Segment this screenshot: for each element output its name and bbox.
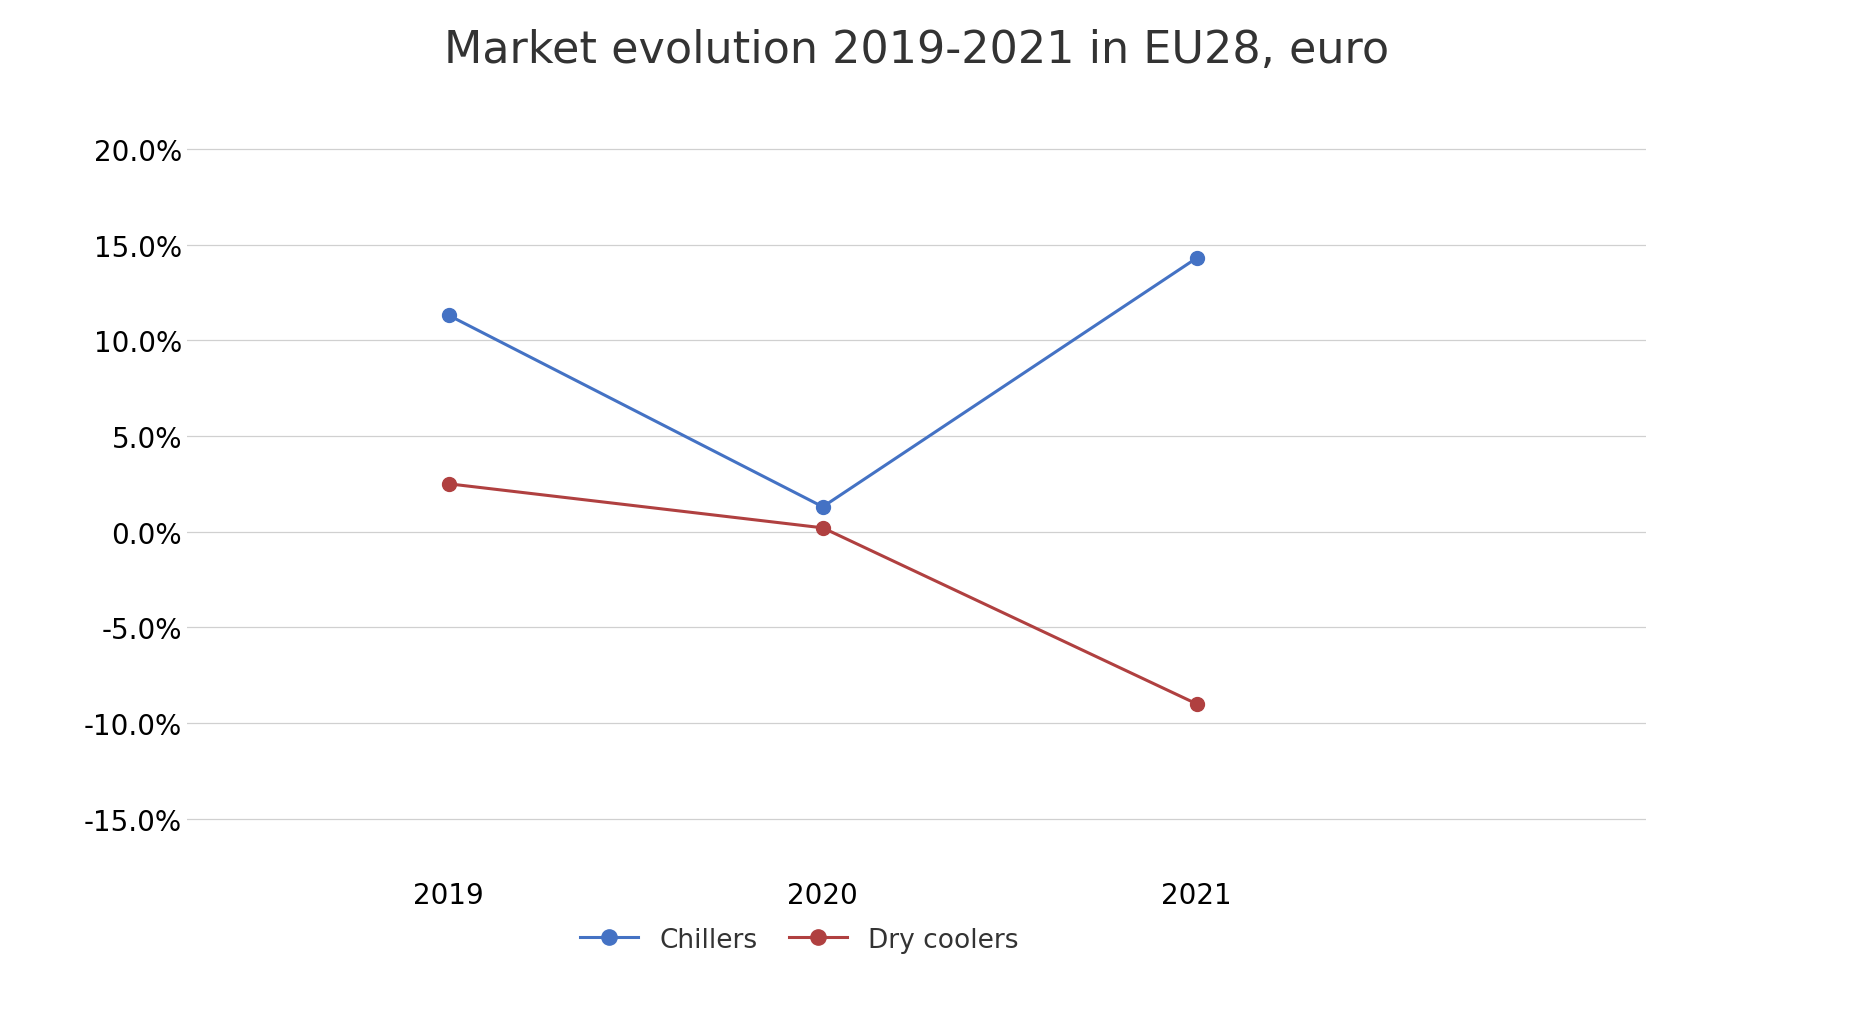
Dry coolers: [438, 478, 460, 490]
Line: Chillers: Chillers: [441, 252, 1204, 515]
Title: Market evolution 2019-2021 in EU28, euro: Market evolution 2019-2021 in EU28, euro: [443, 30, 1389, 72]
Chillers: [1186, 253, 1208, 265]
Dry coolers: [1186, 698, 1208, 710]
Line: Dry coolers: Dry coolers: [441, 478, 1204, 711]
Chillers: [438, 310, 460, 322]
Dry coolers: [812, 522, 834, 534]
Legend: Chillers, Dry coolers: Chillers, Dry coolers: [570, 916, 1030, 964]
Chillers: [812, 501, 834, 514]
